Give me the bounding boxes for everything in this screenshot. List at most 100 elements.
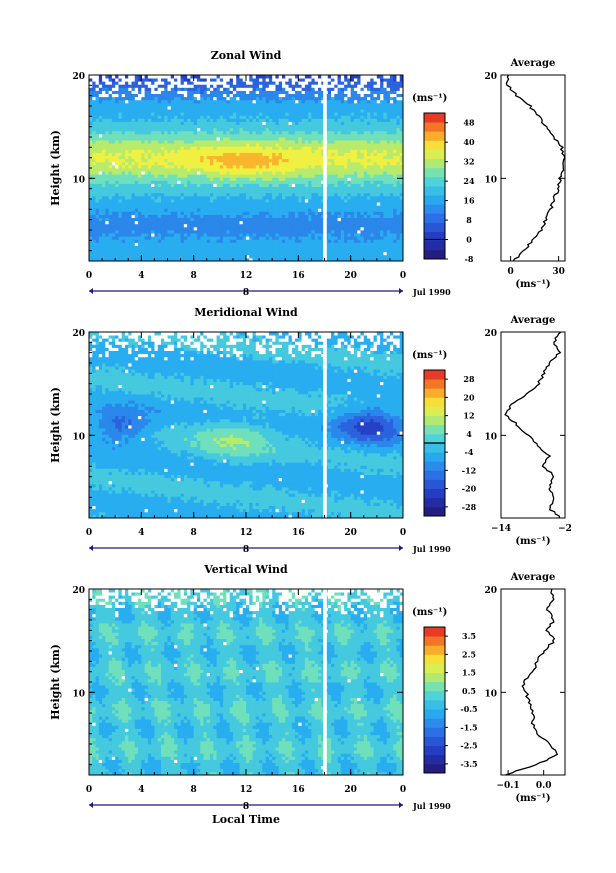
x-axis-label: Local Time <box>212 813 280 826</box>
y-tick-label: 10 <box>72 175 85 185</box>
panel-3: Vertical Wind 0 4 8 12 16 20 0 10 20 Height (km) 8 J… <box>49 563 566 826</box>
colorbar-segment <box>424 443 445 453</box>
colorbar-segment <box>424 690 445 701</box>
profile-x-tick-label: 0.0 <box>536 781 552 791</box>
profile-x-tick-label: −0.1 <box>497 781 520 791</box>
date-day-label: 8 <box>243 288 249 298</box>
chart-title: Zonal Wind <box>211 49 282 62</box>
x-tick-label: 16 <box>292 528 305 538</box>
profile-frame <box>500 588 566 776</box>
profile-line <box>504 331 562 519</box>
colorbar-label: 16 <box>463 196 475 206</box>
colorbar-segment <box>424 470 445 480</box>
date-day-label: 8 <box>243 545 249 555</box>
x-tick-label: 16 <box>292 785 305 795</box>
x-tick-label: 8 <box>191 271 197 281</box>
x-tick-label: 0 <box>86 271 92 281</box>
x-tick-label: 20 <box>344 271 357 281</box>
chart-title: Vertical Wind <box>203 563 288 576</box>
x-tick-label: 4 <box>138 528 144 538</box>
colorbar-label: -4 <box>465 447 474 457</box>
colorbar-label: -28 <box>462 502 477 512</box>
x-tick-label: 20 <box>344 528 357 538</box>
y-axis-label: Height (km) <box>49 130 62 206</box>
profile-y-tick-label: 20 <box>484 72 497 82</box>
profile-x-label: (ms⁻¹) <box>515 279 550 290</box>
colorbar-segment <box>424 131 445 141</box>
y-tick-label: 10 <box>72 689 85 699</box>
x-tick-label: 4 <box>138 785 144 795</box>
profile-line <box>505 74 566 262</box>
colorbar-segment <box>424 240 445 251</box>
x-tick-label: 12 <box>240 528 253 538</box>
colorbar-label: 24 <box>463 176 475 186</box>
colorbar-segment <box>424 406 445 417</box>
profile-y-tick-label: 10 <box>484 689 497 699</box>
colorbar-segment <box>424 231 445 242</box>
date-day-label: 8 <box>243 802 249 812</box>
colorbar-label: -8 <box>465 254 474 264</box>
colorbar-label: -12 <box>462 465 476 475</box>
colorbar-segment <box>424 140 445 150</box>
profile-title: Average <box>510 572 556 583</box>
colorbar-label: 1.5 <box>462 668 476 678</box>
colorbar-segment <box>424 195 445 205</box>
colorbar-label: 8 <box>466 215 472 225</box>
colorbar-segment <box>424 700 445 710</box>
colorbar-segment <box>424 204 445 214</box>
colorbar-segment <box>424 727 445 737</box>
colorbar-segment <box>424 158 445 169</box>
colorbar-segment <box>424 370 445 380</box>
colorbar-label: 2.5 <box>462 649 476 659</box>
colorbar-segment <box>424 736 445 747</box>
colorbar-label: 12 <box>463 411 474 421</box>
y-tick-label: 20 <box>72 329 85 339</box>
colorbar-segment <box>424 497 445 508</box>
colorbar-frame <box>423 112 446 260</box>
colorbar-label: -0.5 <box>460 704 477 714</box>
colorbar-segment <box>424 663 445 674</box>
colorbar-label: 40 <box>463 137 475 147</box>
colorbar-units: (ms⁻¹) <box>412 93 447 104</box>
profile-line <box>505 588 559 776</box>
colorbar-label: 0.5 <box>462 686 476 696</box>
colorbar-label: 20 <box>463 392 475 402</box>
profile-y-tick-label: 20 <box>484 329 497 339</box>
x-tick-label: 4 <box>138 271 144 281</box>
profile-x-label: (ms⁻¹) <box>515 793 550 804</box>
date-axis-left-arrow <box>89 545 93 551</box>
y-tick-label: 10 <box>72 432 85 442</box>
heatmap-cells <box>89 332 404 519</box>
heatmap-cells <box>89 75 404 262</box>
colorbar-frame <box>423 626 446 774</box>
colorbar-segment <box>424 654 445 664</box>
colorbar-segment <box>424 672 445 683</box>
colorbar-segment <box>424 149 445 160</box>
colorbar-segment <box>424 681 445 692</box>
profile-x-tick-label: −2 <box>558 524 572 534</box>
colorbar-segment <box>424 433 445 444</box>
date-month-label: Jul 1990 <box>412 287 451 297</box>
colorbar-segment <box>424 113 445 123</box>
colorbar-segment <box>424 249 445 260</box>
colorbar-segment <box>424 122 445 132</box>
colorbar-segment <box>424 167 445 178</box>
colorbar-segment <box>424 506 445 517</box>
x-tick-label: 0 <box>400 271 406 281</box>
date-axis-right-arrow <box>399 545 403 551</box>
colorbar-segment <box>424 636 445 646</box>
x-tick-label: 0 <box>400 528 406 538</box>
colorbar-segment <box>424 222 445 233</box>
date-axis-left-arrow <box>89 802 93 808</box>
profile-x-label: (ms⁻¹) <box>515 536 550 547</box>
profile-y-tick-label: 10 <box>484 432 497 442</box>
y-tick-label: 20 <box>72 586 85 596</box>
y-tick-label: 20 <box>72 72 85 82</box>
colorbar-label: 48 <box>463 118 475 128</box>
colorbar-units: (ms⁻¹) <box>412 607 447 618</box>
profile-x-tick-label: 30 <box>552 267 565 277</box>
profile-title: Average <box>510 315 556 326</box>
profile-x-tick-label: 0 <box>507 267 513 277</box>
